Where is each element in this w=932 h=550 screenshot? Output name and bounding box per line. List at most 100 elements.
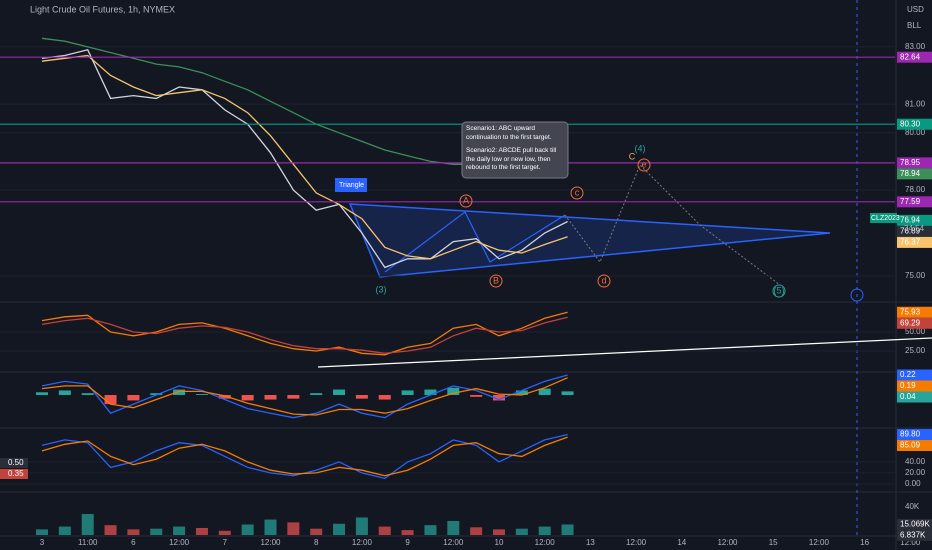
y-tick-label: 25.00 [905, 346, 926, 355]
series-line [41, 311, 568, 356]
histogram-bar [515, 390, 528, 395]
histogram-bar [333, 389, 346, 395]
volume-bar [287, 522, 300, 535]
price-label-bg [897, 196, 932, 208]
wave-circle [570, 186, 584, 200]
left-label: 0.50 [8, 458, 24, 467]
chart-title: Light Crude Oil Futures, 1h, NYMEX [30, 4, 175, 14]
x-tick-label: 12:00 [900, 538, 921, 547]
histogram-bar [470, 395, 483, 397]
y-tick-label: 83.00 [905, 42, 926, 51]
wave-circle [489, 274, 503, 288]
volume-bar [81, 513, 94, 535]
volume-bar [538, 526, 551, 535]
price-label: 89.80 [900, 430, 921, 439]
volume-bar [218, 530, 231, 535]
volume-bar [401, 530, 414, 535]
price-label: 0.04 [900, 392, 916, 401]
price-label: 0.22 [900, 370, 916, 379]
price-label-bg [897, 380, 932, 392]
series-line [41, 436, 568, 477]
x-tick-label: 12:00 [809, 538, 830, 547]
price-label: 78.94 [900, 169, 921, 178]
annotation: B [493, 275, 499, 285]
annotation: e [641, 159, 646, 169]
x-tick-label: 7 [223, 538, 228, 547]
x-tick-label: 6 [131, 538, 136, 547]
price-label: 76.89 [900, 227, 921, 236]
price-label: 80.30 [900, 119, 921, 128]
volume-bar [493, 529, 505, 535]
price-label-bg [897, 225, 932, 237]
x-tick-label: 9 [405, 538, 410, 547]
price-label-bg [897, 214, 932, 226]
x-tick-label: 15 [769, 538, 778, 547]
callout-paragraph: Scenario2: ABCDE pull back till the dail… [466, 147, 557, 171]
volume-bar [195, 527, 208, 535]
volume-bar [36, 529, 48, 535]
left-label-bg [0, 458, 28, 468]
annotation: (4) [635, 143, 646, 153]
price-label: 15.069K [900, 520, 930, 529]
wave-drawing [384, 211, 566, 273]
price-label-bg [897, 518, 932, 530]
x-tick-label: 12:00 [535, 538, 556, 547]
volume-bar [150, 528, 163, 535]
histogram-bar [264, 395, 277, 400]
volume-bar [173, 526, 186, 535]
wave-circle [459, 194, 473, 208]
price-label: 77.59 [900, 197, 921, 206]
symbol-label: CLZ2023 [871, 215, 900, 222]
target-icon [850, 288, 864, 302]
x-tick-label: 12:00 [260, 538, 281, 547]
histogram-bar [401, 390, 414, 395]
symbol-bg [870, 213, 897, 223]
histogram-bar [81, 393, 94, 395]
x-tick-label: 12:00 [626, 538, 647, 547]
currency: USD [907, 5, 924, 14]
series-line [41, 49, 568, 269]
annotation: C [629, 151, 636, 161]
y-tick-label: 40K [905, 502, 920, 511]
histogram-bar [150, 393, 163, 395]
price-label-bg [897, 118, 932, 130]
volume-bar [378, 526, 391, 535]
x-tick-label: 3 [40, 538, 45, 547]
y-tick-label: 81.00 [905, 99, 926, 108]
volume-bar [104, 525, 117, 535]
price-label: 69.29 [900, 318, 921, 327]
volume-bar [470, 527, 483, 535]
histogram-bar [378, 395, 391, 400]
annotation: (3) [376, 284, 387, 294]
histogram-bar [218, 395, 231, 399]
price-label-bg [897, 440, 932, 452]
x-tick-label: 8 [314, 538, 319, 547]
price-label-bg [897, 157, 932, 169]
histogram-bar [104, 395, 117, 405]
volume-bar [515, 528, 528, 535]
callout-text: Scenario1: ABC upward continuation to th… [466, 125, 557, 171]
volume-bar [355, 517, 368, 535]
histogram-bar [58, 390, 71, 395]
x-tick-label: 12:00 [443, 538, 464, 547]
price-label-bg [897, 529, 932, 541]
wave-circle [597, 274, 611, 288]
histogram-bar [561, 391, 574, 395]
price-label: 76.37 [900, 238, 921, 247]
price-label: 75.93 [900, 307, 921, 316]
price-label-bg [897, 429, 932, 441]
x-tick-label: 13 [586, 538, 595, 547]
volume-bar [424, 525, 437, 535]
series-line [41, 54, 568, 260]
volume-bar [561, 524, 574, 535]
histogram-bar [493, 395, 505, 401]
x-tick-label: 12:00 [352, 538, 373, 547]
countdown: 34:54 [904, 224, 925, 233]
histogram-bar [195, 394, 208, 395]
price-label-bg [897, 306, 932, 318]
volume-bar [58, 526, 71, 535]
price-label: 76.94 [900, 216, 921, 225]
label-bg [335, 178, 367, 192]
